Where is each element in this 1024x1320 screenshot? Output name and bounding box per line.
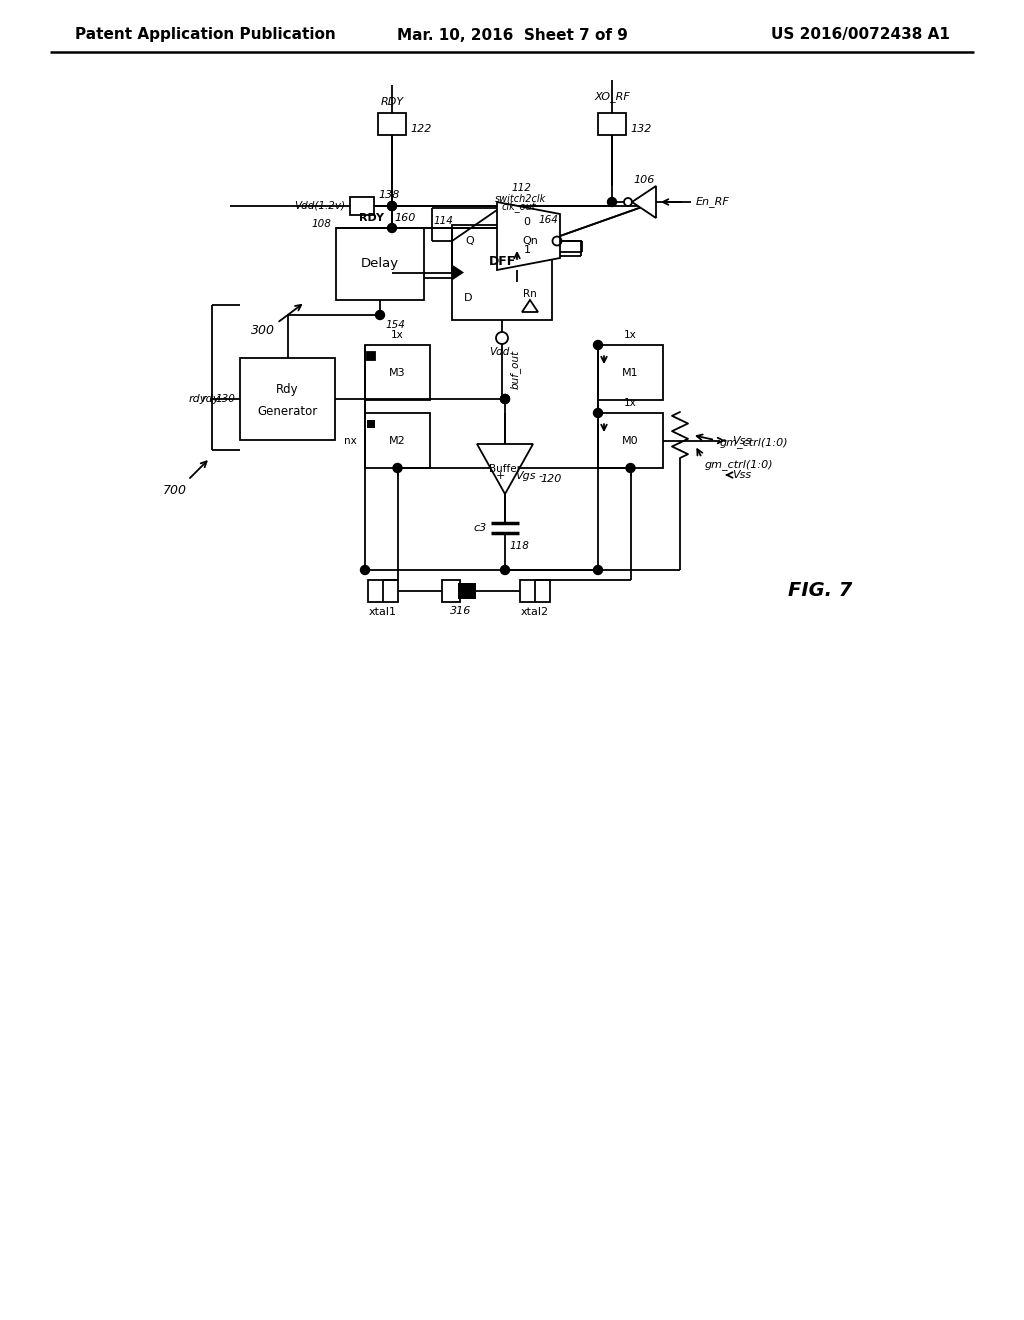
Text: Q: Q xyxy=(466,236,474,246)
Circle shape xyxy=(393,463,402,473)
Text: Vgs: Vgs xyxy=(515,471,536,480)
Text: 138: 138 xyxy=(378,190,399,201)
Text: M1: M1 xyxy=(623,367,639,378)
Bar xyxy=(442,579,460,602)
Text: 160: 160 xyxy=(394,213,416,223)
Text: rdy: rdy xyxy=(202,393,220,404)
Bar xyxy=(367,352,375,360)
Circle shape xyxy=(607,198,616,206)
Text: 164: 164 xyxy=(539,215,558,224)
Text: RDY: RDY xyxy=(359,213,384,223)
Text: Vss: Vss xyxy=(732,470,752,480)
Bar xyxy=(598,114,626,135)
Text: 112: 112 xyxy=(511,183,530,193)
Text: Buffer: Buffer xyxy=(489,465,521,474)
Bar xyxy=(378,114,406,135)
Polygon shape xyxy=(497,202,560,271)
Text: M2: M2 xyxy=(389,436,406,446)
Text: En_RF: En_RF xyxy=(696,197,730,207)
Text: Delay: Delay xyxy=(360,257,399,271)
Text: +: + xyxy=(496,471,505,480)
Text: 300: 300 xyxy=(251,323,275,337)
Bar xyxy=(368,579,398,602)
Bar xyxy=(367,352,375,360)
Text: DFF: DFF xyxy=(488,255,516,268)
Circle shape xyxy=(501,565,510,574)
Text: Patent Application Publication: Patent Application Publication xyxy=(75,28,336,42)
Text: US 2016/0072438 A1: US 2016/0072438 A1 xyxy=(771,28,950,42)
Text: 1x: 1x xyxy=(391,330,403,341)
Text: M3: M3 xyxy=(389,367,406,378)
Text: 316: 316 xyxy=(451,606,472,616)
Bar xyxy=(520,579,550,602)
Circle shape xyxy=(387,202,396,210)
Circle shape xyxy=(501,395,510,404)
Text: c3: c3 xyxy=(474,523,487,533)
Text: D: D xyxy=(464,293,472,304)
Text: 130: 130 xyxy=(215,393,234,404)
Bar xyxy=(598,413,663,469)
Circle shape xyxy=(501,395,510,404)
Text: -: - xyxy=(538,471,542,480)
Text: clk_out: clk_out xyxy=(502,202,537,213)
Text: 0: 0 xyxy=(523,216,530,227)
Text: xtal1: xtal1 xyxy=(369,607,397,616)
Text: 700: 700 xyxy=(163,483,187,496)
Text: 122: 122 xyxy=(410,124,431,135)
Bar xyxy=(336,228,424,300)
Text: rdy: rdy xyxy=(188,393,207,404)
Bar xyxy=(240,358,335,440)
Text: 1x: 1x xyxy=(624,399,637,408)
Circle shape xyxy=(594,565,602,574)
Text: 114: 114 xyxy=(434,216,454,226)
Text: 1: 1 xyxy=(523,246,530,255)
Text: buf_out: buf_out xyxy=(510,350,520,388)
Bar xyxy=(452,224,552,319)
Bar xyxy=(598,345,663,400)
Bar xyxy=(458,583,476,599)
Bar xyxy=(350,197,374,215)
Circle shape xyxy=(360,565,370,574)
Polygon shape xyxy=(522,300,538,312)
Text: 120: 120 xyxy=(540,474,561,484)
Text: 118: 118 xyxy=(510,541,529,550)
Text: nx: nx xyxy=(344,436,357,446)
Text: Qn: Qn xyxy=(522,236,538,246)
Text: M0: M0 xyxy=(623,436,639,446)
Bar xyxy=(367,420,375,429)
Polygon shape xyxy=(477,444,534,494)
Text: Rdy: Rdy xyxy=(276,383,299,396)
Circle shape xyxy=(387,223,396,232)
Text: 132: 132 xyxy=(630,124,651,135)
Text: Rn: Rn xyxy=(523,289,537,300)
Circle shape xyxy=(626,463,635,473)
Text: RDY: RDY xyxy=(381,96,403,107)
Text: Vdd(1.2v): Vdd(1.2v) xyxy=(294,201,345,211)
Text: xtal2: xtal2 xyxy=(521,607,549,616)
Circle shape xyxy=(594,408,602,417)
Text: XO_RF: XO_RF xyxy=(594,91,630,103)
Text: FIG. 7: FIG. 7 xyxy=(787,581,852,599)
Text: Generator: Generator xyxy=(257,405,317,418)
Text: 154: 154 xyxy=(385,319,404,330)
Text: Mar. 10, 2016  Sheet 7 of 9: Mar. 10, 2016 Sheet 7 of 9 xyxy=(396,28,628,42)
Circle shape xyxy=(594,341,602,350)
Text: 106: 106 xyxy=(633,176,654,185)
Text: gm_ctrl(1:0): gm_ctrl(1:0) xyxy=(720,437,788,449)
Polygon shape xyxy=(632,186,656,218)
Text: Vss: Vss xyxy=(732,436,752,446)
Text: Vdd: Vdd xyxy=(488,347,509,356)
Text: switch2clk: switch2clk xyxy=(495,194,546,205)
Circle shape xyxy=(376,310,384,319)
Text: 1x: 1x xyxy=(624,330,637,341)
Bar xyxy=(365,345,430,400)
Text: 108: 108 xyxy=(311,219,331,228)
Polygon shape xyxy=(452,264,464,281)
Text: gm_ctrl(1:0): gm_ctrl(1:0) xyxy=(705,459,773,470)
Bar xyxy=(365,413,430,469)
Circle shape xyxy=(387,202,396,210)
